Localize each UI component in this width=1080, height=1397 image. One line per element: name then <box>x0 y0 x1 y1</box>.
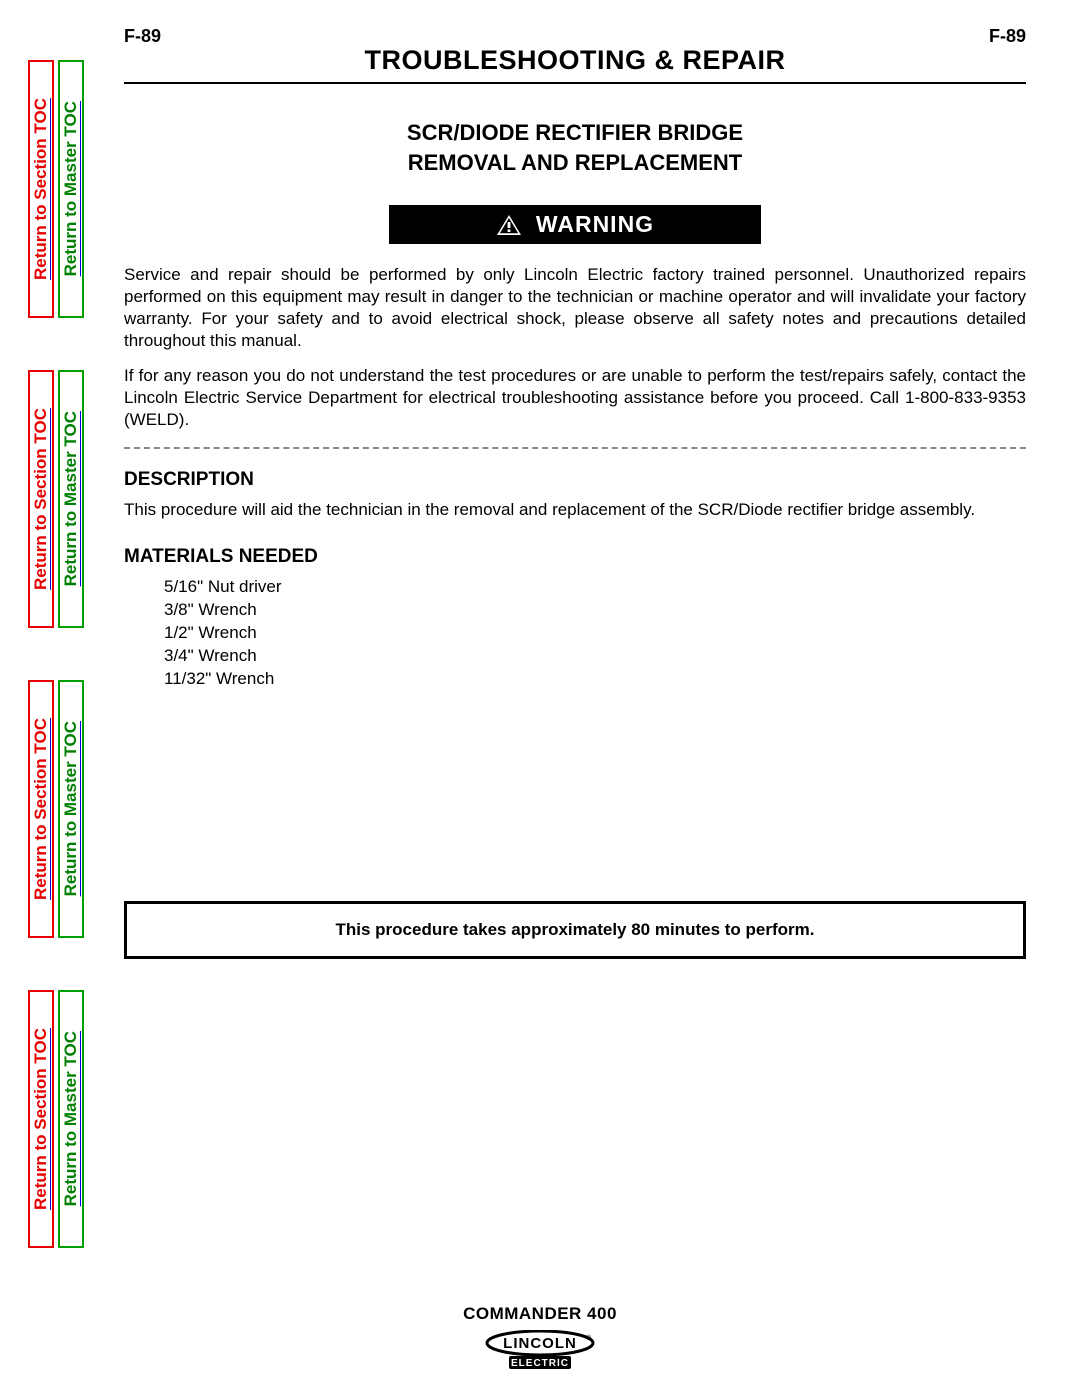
side-tabs: Return to Section TOC Return to Master T… <box>28 0 84 1397</box>
return-master-toc-link[interactable]: Return to Master TOC <box>58 680 84 938</box>
registered-mark: ® <box>586 1334 592 1342</box>
side-tab-group: Return to Section TOC Return to Master T… <box>28 680 84 938</box>
return-section-toc-link[interactable]: Return to Section TOC <box>28 680 54 938</box>
warning-banner: WARNING <box>389 205 761 244</box>
side-tab-group: Return to Section TOC Return to Master T… <box>28 370 84 628</box>
return-section-toc-link[interactable]: Return to Section TOC <box>28 990 54 1248</box>
return-master-toc-link[interactable]: Return to Master TOC <box>58 370 84 628</box>
materials-list: 5/16" Nut driver 3/8" Wrench 1/2" Wrench… <box>164 576 1026 691</box>
side-tab-group: Return to Section TOC Return to Master T… <box>28 60 84 318</box>
return-section-toc-link[interactable]: Return to Section TOC <box>28 370 54 628</box>
page: Return to Section TOC Return to Master T… <box>0 0 1080 1397</box>
dashed-divider <box>124 447 1026 449</box>
return-section-toc-label: Return to Section TOC <box>31 408 51 590</box>
logo-top-text: LINCOLN <box>503 1335 577 1352</box>
return-section-toc-link[interactable]: Return to Section TOC <box>28 60 54 318</box>
materials-item: 3/8" Wrench <box>164 599 1026 622</box>
time-estimate-box: This procedure takes approximately 80 mi… <box>124 901 1026 959</box>
warning-paragraph-1: Service and repair should be performed b… <box>124 264 1026 351</box>
return-master-toc-label: Return to Master TOC <box>61 721 81 896</box>
return-master-toc-label: Return to Master TOC <box>61 411 81 586</box>
warning-triangle-icon <box>496 214 522 236</box>
return-master-toc-label: Return to Master TOC <box>61 1031 81 1206</box>
materials-heading: MATERIALS NEEDED <box>124 546 1026 568</box>
page-number-left: F-89 <box>124 26 161 47</box>
materials-item: 3/4" Wrench <box>164 645 1026 668</box>
side-tab-group: Return to Section TOC Return to Master T… <box>28 990 84 1248</box>
description-heading: DESCRIPTION <box>124 469 1026 491</box>
procedure-title-line1: SCR/DIODE RECTIFIER BRIDGE <box>124 118 1026 148</box>
return-master-toc-link[interactable]: Return to Master TOC <box>58 990 84 1248</box>
page-footer: COMMANDER 400 LINCOLN ® ELECTRIC <box>0 1304 1080 1375</box>
section-title: TROUBLESHOOTING & REPAIR <box>124 45 1026 76</box>
time-estimate-text: This procedure takes approximately 80 mi… <box>336 920 815 939</box>
page-number-right: F-89 <box>989 26 1026 47</box>
warning-paragraph-2: If for any reason you do not understand … <box>124 365 1026 430</box>
procedure-title: SCR/DIODE RECTIFIER BRIDGE REMOVAL AND R… <box>124 118 1026 177</box>
materials-section: MATERIALS NEEDED 5/16" Nut driver 3/8" W… <box>124 546 1026 691</box>
logo-bottom-text: ELECTRIC <box>511 1358 569 1369</box>
footer-model: COMMANDER 400 <box>0 1304 1080 1324</box>
return-master-toc-label: Return to Master TOC <box>61 101 81 276</box>
return-section-toc-label: Return to Section TOC <box>31 718 51 900</box>
description-body: This procedure will aid the technician i… <box>124 499 1026 521</box>
return-master-toc-link[interactable]: Return to Master TOC <box>58 60 84 318</box>
materials-item: 1/2" Wrench <box>164 622 1026 645</box>
return-section-toc-label: Return to Section TOC <box>31 98 51 280</box>
warning-label: WARNING <box>536 211 654 238</box>
procedure-title-line2: REMOVAL AND REPLACEMENT <box>124 148 1026 178</box>
section-title-underline <box>124 82 1026 84</box>
lincoln-electric-logo-icon: LINCOLN ® ELECTRIC <box>485 1330 595 1370</box>
materials-item: 11/32" Wrench <box>164 668 1026 691</box>
materials-item: 5/16" Nut driver <box>164 576 1026 599</box>
content-area: F-89 F-89 TROUBLESHOOTING & REPAIR SCR/D… <box>124 26 1026 959</box>
return-section-toc-label: Return to Section TOC <box>31 1028 51 1210</box>
header-row: F-89 F-89 <box>124 26 1026 47</box>
